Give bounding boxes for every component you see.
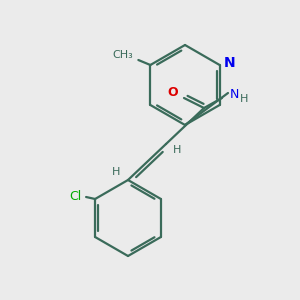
Text: N: N — [229, 88, 239, 101]
Text: H: H — [240, 94, 248, 104]
Text: O: O — [168, 85, 178, 98]
Text: H: H — [112, 167, 120, 177]
Text: H: H — [173, 145, 181, 155]
Text: N: N — [224, 56, 236, 70]
Text: CH₃: CH₃ — [112, 50, 133, 60]
Text: Cl: Cl — [69, 190, 81, 203]
